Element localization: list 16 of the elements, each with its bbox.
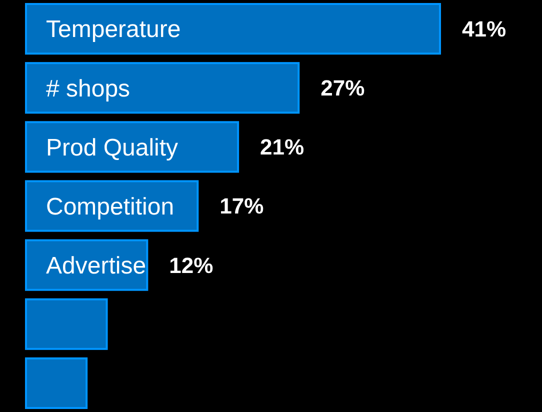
- bar: [25, 3, 441, 55]
- bar: [25, 62, 300, 114]
- y-tick-label: Temperature: [46, 16, 181, 44]
- bar: [25, 357, 88, 409]
- bar: [25, 121, 240, 173]
- y-tick-label: Competition: [46, 193, 174, 220]
- data-label: 27%: [320, 76, 365, 101]
- y-tick-label: Prod Quality: [46, 134, 178, 162]
- bar: [25, 298, 108, 350]
- bar: [25, 180, 199, 232]
- data-label: 41%: [462, 16, 506, 42]
- data-label: 12%: [169, 252, 214, 278]
- y-tick-label: # shops: [46, 75, 130, 102]
- data-label: 21%: [260, 134, 304, 160]
- y-tick-label: Advertise: [46, 252, 146, 280]
- data-label: 17%: [220, 194, 264, 219]
